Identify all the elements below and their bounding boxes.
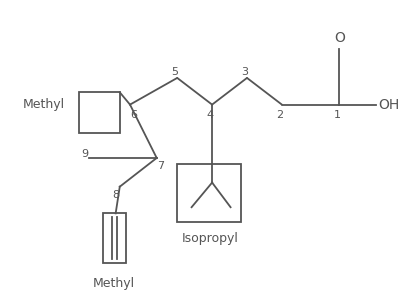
Text: 5: 5 bbox=[172, 67, 178, 77]
Bar bbox=[177, 164, 241, 222]
Text: 1: 1 bbox=[334, 110, 341, 120]
Text: 7: 7 bbox=[157, 161, 164, 171]
Text: Isopropyl: Isopropyl bbox=[182, 232, 238, 245]
Text: 2: 2 bbox=[276, 110, 283, 120]
Text: Methyl: Methyl bbox=[23, 98, 65, 111]
Text: 9: 9 bbox=[81, 149, 89, 159]
Bar bbox=[79, 92, 120, 133]
Text: O: O bbox=[334, 31, 345, 45]
Text: 3: 3 bbox=[241, 67, 248, 77]
Text: Methyl: Methyl bbox=[92, 277, 135, 290]
Text: OH: OH bbox=[378, 98, 400, 112]
Bar bbox=[103, 213, 126, 263]
Text: 4: 4 bbox=[206, 110, 213, 120]
Text: 8: 8 bbox=[112, 190, 119, 200]
Text: 6: 6 bbox=[131, 110, 138, 120]
